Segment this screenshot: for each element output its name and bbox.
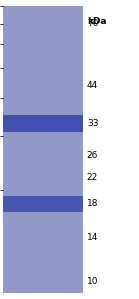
Bar [3, 196, 83, 212]
Text: 14: 14 [87, 233, 98, 242]
Bar [3, 115, 83, 132]
Bar [3, 6, 83, 293]
Text: 44: 44 [87, 81, 98, 90]
Text: 26: 26 [87, 151, 98, 160]
Text: 70: 70 [87, 19, 98, 28]
Text: 18: 18 [87, 199, 98, 208]
Text: 10: 10 [87, 277, 98, 286]
Text: kDa: kDa [87, 17, 106, 26]
Text: 22: 22 [87, 173, 98, 182]
Text: 33: 33 [87, 119, 98, 128]
